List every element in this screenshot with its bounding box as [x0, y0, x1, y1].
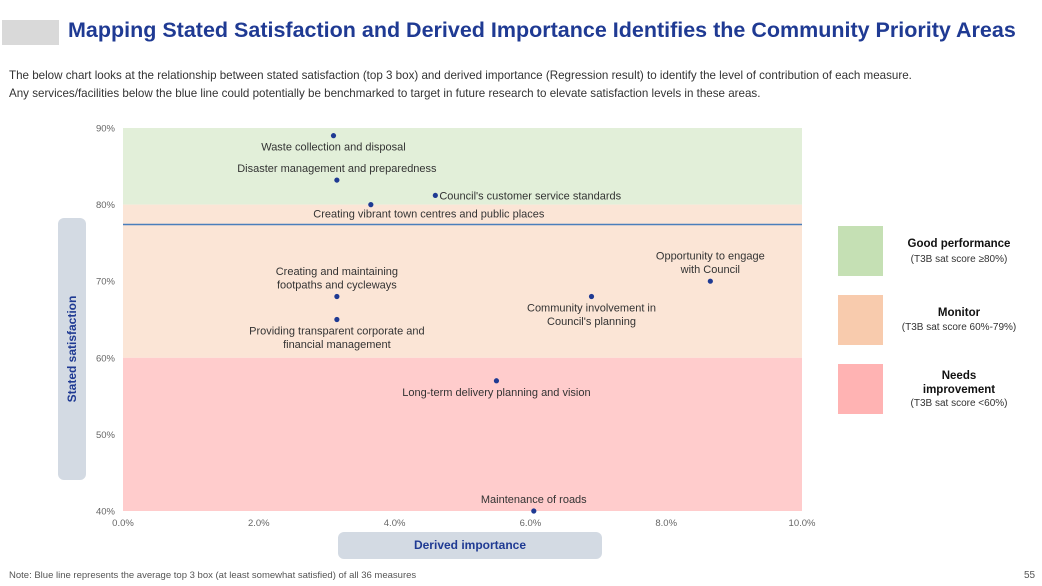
x-axis-label-box	[338, 532, 602, 559]
data-label: Long-term delivery planning and vision	[402, 387, 590, 399]
legend-swatch-good	[838, 226, 883, 276]
subtitle-line-2: Any services/facilities below the blue l…	[9, 87, 761, 100]
x-tick-label: 6.0%	[520, 518, 542, 529]
y-tick-label: 50%	[96, 430, 116, 441]
legend-title-needs-improvement: Needs improvement	[922, 370, 996, 396]
page-number: 55	[1024, 570, 1036, 581]
page-subtitle: The below chart looks at the relationshi…	[9, 67, 1039, 103]
data-point	[531, 508, 537, 514]
data-point	[493, 378, 500, 384]
data-label: with Council	[680, 264, 740, 276]
x-tick-label: 4.0%	[384, 518, 406, 529]
data-point	[368, 202, 374, 208]
data-point	[334, 316, 340, 323]
subtitle-line-1: The below chart looks at the relationshi…	[9, 69, 912, 82]
legend-title-monitor: Monitor	[937, 307, 981, 319]
x-tick-label: 0.0%	[112, 518, 134, 529]
data-label: Community involvement in	[527, 303, 656, 315]
y-tick-label: 60%	[96, 353, 116, 364]
data-point	[334, 293, 340, 300]
footnote: Note: Blue line represents the average t…	[9, 570, 417, 581]
data-point	[432, 192, 438, 199]
legend-desc-needs-improvement: (T3B sat score <60%)	[910, 398, 1008, 409]
data-point	[707, 278, 713, 284]
data-label: Providing transparent corporate and	[249, 326, 425, 338]
x-tick-label: 8.0%	[655, 518, 677, 529]
legend-swatch-monitor	[838, 295, 883, 345]
data-label: Opportunity to engage	[656, 251, 765, 263]
band-2	[123, 357, 802, 511]
page-title: Mapping Stated Satisfaction and Derived …	[68, 18, 1016, 42]
legend-title-good: Good performance	[907, 238, 1011, 250]
data-label: Council's customer service standards	[439, 190, 621, 202]
band-0	[123, 128, 802, 205]
band-1	[123, 204, 802, 358]
data-label: Creating vibrant town centres and public…	[313, 209, 545, 221]
data-label: footpaths and cycleways	[277, 280, 397, 292]
data-label: Council's planning	[547, 316, 636, 328]
y-tick-label: 90%	[96, 124, 116, 135]
data-point	[588, 293, 595, 300]
data-label: Maintenance of roads	[481, 494, 587, 506]
x-tick-label: 2.0%	[248, 518, 270, 529]
data-label: Creating and maintaining	[276, 266, 398, 278]
data-label: financial management	[283, 339, 391, 351]
x-tick-label: 10.0%	[789, 518, 816, 529]
data-point	[334, 177, 340, 183]
data-point	[330, 133, 337, 139]
data-label: Disaster management and preparedness	[237, 163, 437, 175]
legend-desc-good: (T3B sat score ≥80%)	[910, 254, 1008, 265]
y-tick-label: 40%	[96, 507, 116, 518]
y-tick-label: 70%	[96, 277, 116, 288]
title-accent-bar	[2, 20, 59, 45]
legend-swatch-needs-improvement	[838, 364, 883, 414]
data-label: Waste collection and disposal	[261, 142, 406, 154]
x-axis-label: Derived importance	[413, 538, 527, 552]
legend-desc-monitor: (T3B sat score 60%-79%)	[901, 322, 1017, 333]
y-axis-label-box	[58, 218, 86, 480]
y-tick-label: 80%	[96, 200, 116, 211]
